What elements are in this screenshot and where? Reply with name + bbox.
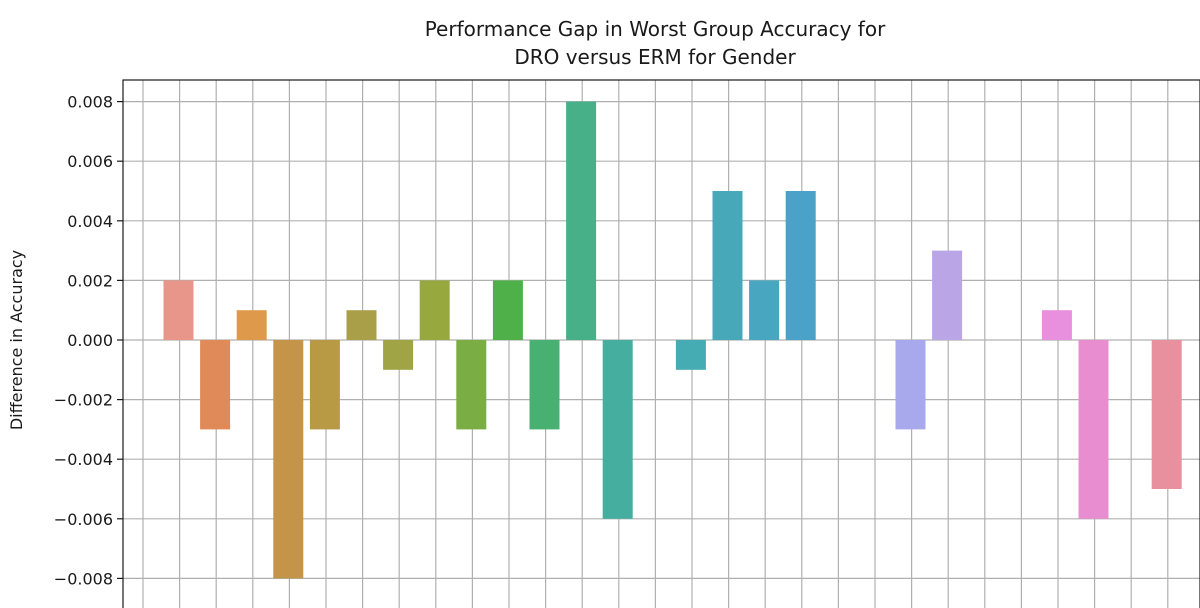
chart-title-line-1: Performance Gap in Worst Group Accuracy … [425, 17, 886, 41]
bar [200, 340, 231, 430]
bar [1151, 340, 1182, 489]
bar [529, 340, 560, 430]
bar [309, 340, 340, 430]
bar [1041, 310, 1072, 340]
bar [383, 340, 414, 370]
y-axis-label: Difference in Accuracy [7, 250, 26, 430]
y-tick-label: 0.000 [67, 331, 113, 350]
y-tick-label: −0.008 [54, 569, 113, 588]
bar [675, 340, 706, 370]
bar [456, 340, 487, 430]
chart-title-line-2: DRO versus ERM for Gender [514, 45, 796, 69]
bar [712, 191, 743, 340]
bar [932, 250, 963, 340]
plot-frame [122, 79, 1200, 608]
bar [895, 340, 926, 430]
bar [346, 310, 377, 340]
bar [419, 280, 450, 340]
y-tick-label: 0.008 [67, 93, 113, 112]
bar [236, 310, 267, 340]
bar [163, 280, 194, 340]
y-tick-label: −0.004 [54, 450, 113, 469]
chart-title: Performance Gap in Worst Group Accuracy … [425, 17, 886, 69]
bar [566, 101, 597, 340]
axes: −0.008 −0.006 −0.004 −0.002 0.000 0.002 0.004 0… [54, 93, 123, 588]
bar [492, 280, 523, 340]
y-tick-label: 0.006 [67, 152, 113, 171]
y-tick-label: 0.004 [67, 212, 113, 231]
y-tick-label: −0.006 [54, 510, 113, 529]
bar [273, 340, 304, 579]
bar [1078, 340, 1109, 519]
bars [163, 101, 1182, 579]
bar [749, 280, 780, 340]
y-tick-label: 0.002 [67, 271, 113, 290]
y-tick-label: −0.002 [54, 391, 113, 410]
bar [602, 340, 633, 519]
bar [785, 191, 816, 340]
